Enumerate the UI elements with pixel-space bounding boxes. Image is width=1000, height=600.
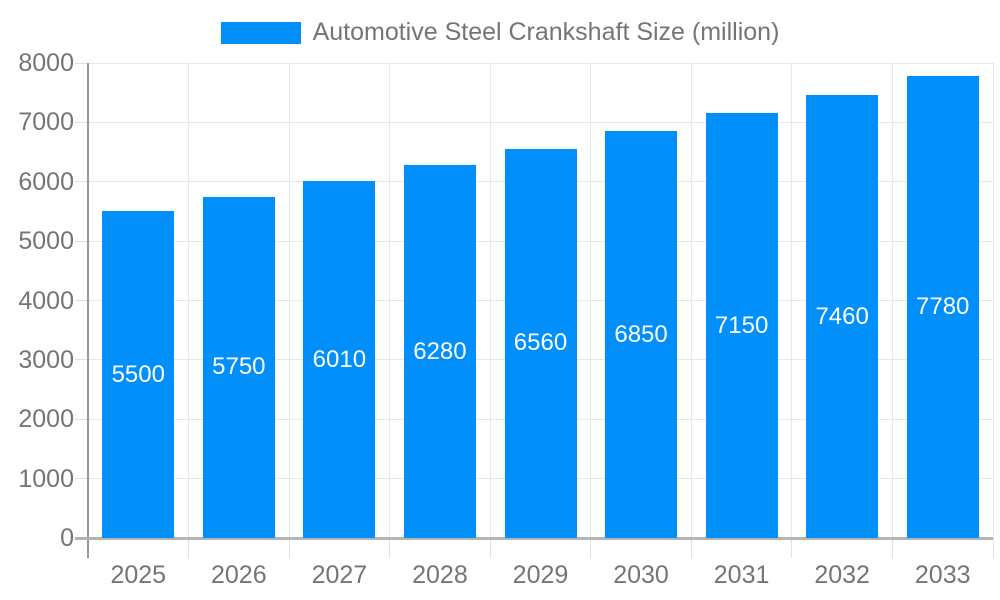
y-axis-label: 6000	[18, 167, 74, 196]
h-gridline	[88, 121, 993, 123]
x-axis-line	[75, 537, 993, 540]
x-axis-label: 2030	[613, 561, 669, 589]
y-axis-label: 4000	[18, 286, 74, 315]
y-axis-tick	[75, 359, 88, 361]
y-axis-tick	[75, 478, 88, 480]
bar[interactable]: 6850	[605, 131, 678, 538]
bar-value-label: 7780	[916, 293, 970, 321]
bar[interactable]: 5500	[102, 211, 175, 538]
bar[interactable]: 6280	[403, 165, 476, 538]
h-gridline	[88, 62, 993, 64]
y-axis-label: 7000	[18, 108, 74, 137]
x-axis-tick	[489, 538, 491, 558]
x-axis-tick	[992, 538, 994, 558]
bar-value-label: 7460	[815, 302, 869, 330]
y-axis-label: 3000	[18, 345, 74, 374]
bar[interactable]: 7150	[705, 113, 778, 538]
x-axis-label: 2032	[814, 561, 870, 589]
x-axis-label: 2029	[512, 561, 569, 589]
bar[interactable]: 6560	[504, 148, 577, 538]
bar-value-label: 6850	[614, 320, 668, 348]
bar[interactable]: 5750	[202, 196, 275, 538]
bar-value-label: 7150	[714, 311, 769, 339]
v-gridline	[288, 63, 290, 538]
x-axis-tick	[188, 538, 190, 558]
bar[interactable]: 7780	[906, 76, 979, 538]
y-axis-label: 5000	[18, 227, 74, 256]
bar[interactable]: 7460	[806, 95, 879, 538]
v-gridline	[590, 63, 592, 538]
y-axis-tick	[75, 300, 88, 301]
x-axis-label: 2025	[110, 561, 167, 589]
v-gridline	[188, 63, 190, 538]
bar-value-label: 6560	[513, 329, 568, 357]
x-axis-tick	[389, 538, 391, 558]
legend[interactable]: Automotive Steel Crankshaft Size (millio…	[0, 18, 1000, 47]
v-gridline	[992, 63, 994, 538]
bar-value-label: 5500	[111, 360, 165, 388]
y-axis-tick	[75, 121, 88, 123]
v-gridline	[791, 63, 793, 538]
x-axis-tick	[791, 538, 793, 558]
x-axis-label: 2028	[412, 561, 468, 589]
legend-label: Automotive Steel Crankshaft Size (millio…	[312, 18, 780, 46]
y-axis-tick	[75, 62, 88, 64]
v-gridline	[690, 63, 692, 538]
x-axis-label: 2026	[211, 561, 267, 589]
v-gridline	[489, 63, 491, 538]
bar-value-label: 5750	[212, 353, 266, 381]
v-gridline	[891, 63, 893, 538]
x-axis-tick	[891, 538, 893, 558]
x-axis-label: 2027	[311, 561, 368, 589]
x-axis-label: 2033	[914, 561, 971, 589]
x-axis-tick	[590, 538, 592, 558]
v-gridline	[389, 63, 391, 538]
legend-swatch-icon	[220, 21, 301, 44]
y-axis-line	[87, 63, 89, 558]
x-axis-tick	[690, 538, 692, 558]
bar-value-label: 6280	[413, 337, 467, 365]
x-axis-label: 2031	[713, 561, 770, 589]
x-axis-tick	[288, 538, 290, 558]
y-axis-tick	[75, 418, 88, 420]
y-axis-label: 1000	[18, 464, 74, 493]
y-axis-label: 0	[60, 524, 74, 552]
bar[interactable]: 6010	[303, 181, 376, 538]
y-axis-label: 8000	[18, 49, 74, 77]
y-axis-tick	[75, 181, 88, 183]
y-axis-tick	[75, 240, 88, 242]
bar-value-label: 6010	[312, 345, 367, 373]
y-axis-label: 2000	[18, 405, 74, 434]
